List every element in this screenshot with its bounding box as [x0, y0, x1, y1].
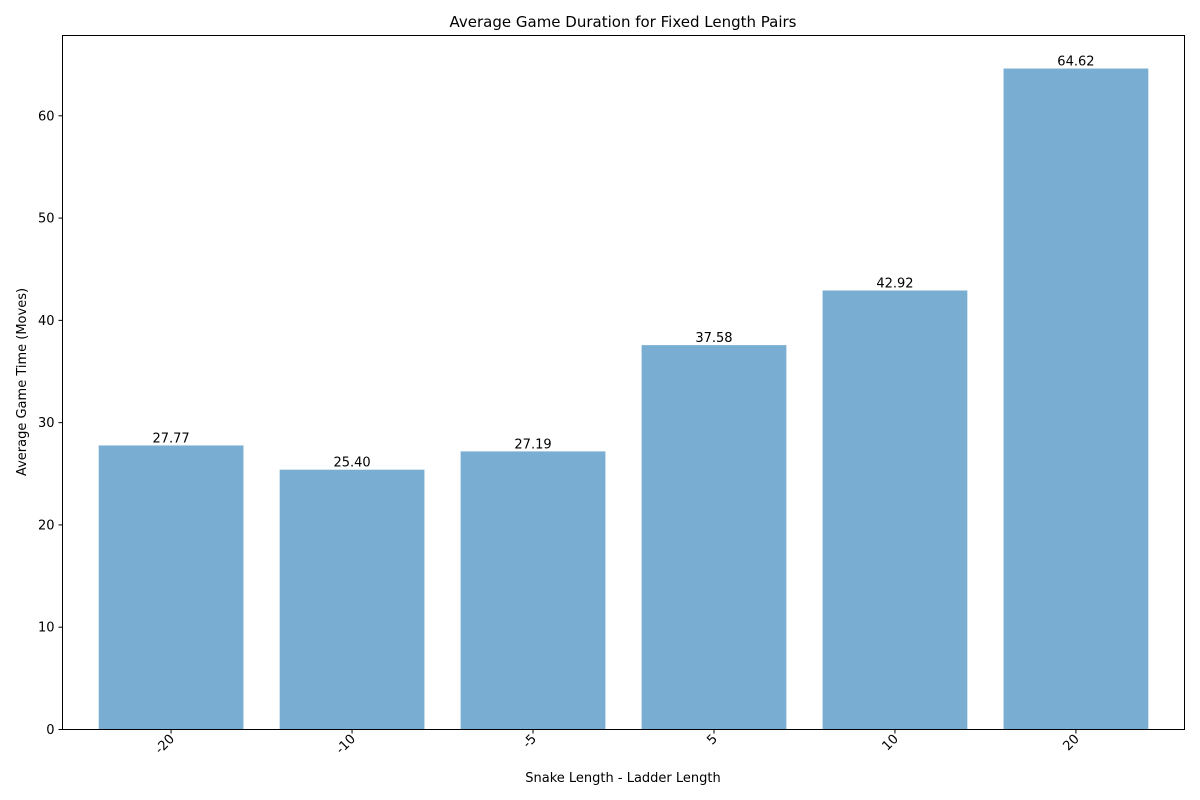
- y-tick-label: 20: [38, 518, 55, 533]
- x-tick-label: 10: [879, 732, 901, 754]
- y-tick-label: 50: [38, 212, 55, 227]
- bar-5: [641, 345, 787, 730]
- x-axis-label: Snake Length - Ladder Length: [525, 771, 720, 786]
- x-tick-label: 5: [704, 732, 720, 748]
- y-axis-label: Average Game Time (Moves): [15, 288, 30, 476]
- bar--10: [279, 469, 425, 730]
- y-tick-label: 30: [38, 416, 55, 431]
- plot-frame: [62, 35, 1185, 730]
- bar--20: [98, 445, 244, 730]
- y-tick-label: 40: [38, 314, 55, 329]
- chart-title: Average Game Duration for Fixed Length P…: [450, 13, 797, 31]
- bar-value-label: 42.92: [876, 276, 913, 291]
- bar-value-label: 37.58: [695, 331, 732, 346]
- y-tick-label: 10: [38, 621, 55, 636]
- bars-group: 27.77 25.40 27.19 37.58 42.92 64.62: [98, 55, 1149, 730]
- bar-value-label: 27.19: [514, 437, 551, 452]
- bar-value-label: 25.40: [333, 456, 370, 471]
- bar-value-label: 27.77: [152, 431, 189, 446]
- x-tick-label: -20: [152, 732, 178, 758]
- bar-20: [1003, 68, 1149, 730]
- y-tick-label: 60: [38, 109, 55, 124]
- bar-value-label: 64.62: [1057, 55, 1094, 70]
- y-axis: 0 10 20 30 40 50 60: [38, 109, 63, 738]
- x-tick-label: 20: [1060, 732, 1082, 754]
- x-tick-label: -5: [520, 732, 540, 752]
- bar-10: [822, 290, 968, 730]
- bar--5: [460, 451, 606, 730]
- x-axis: -20 -10 -5 5 10 20: [152, 729, 1083, 758]
- y-tick-label: 0: [46, 723, 54, 738]
- x-tick-label: -10: [333, 732, 359, 758]
